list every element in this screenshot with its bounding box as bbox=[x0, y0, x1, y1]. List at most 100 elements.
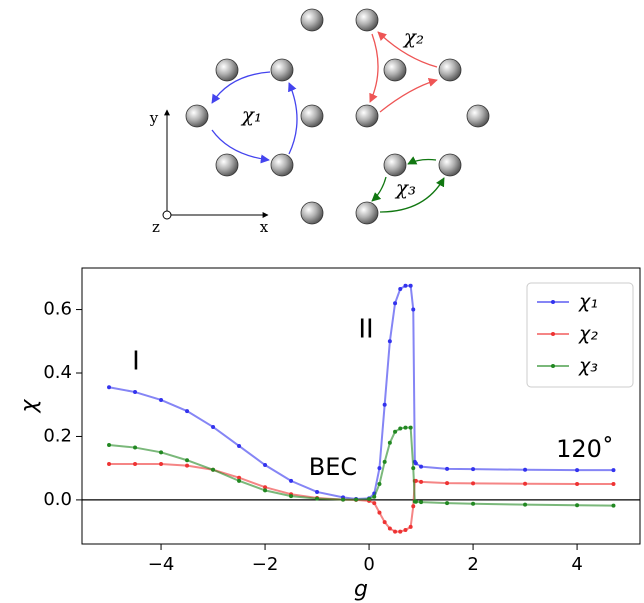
arrow bbox=[288, 82, 298, 155]
data-point bbox=[382, 402, 387, 407]
site bbox=[466, 104, 490, 128]
series-line bbox=[108, 426, 614, 507]
site bbox=[438, 58, 462, 82]
y-tick-label: 0.2 bbox=[43, 425, 72, 446]
data-point bbox=[237, 443, 242, 448]
data-point bbox=[372, 501, 377, 506]
site bbox=[270, 58, 294, 82]
legend-label: χ₁ bbox=[578, 291, 598, 313]
arrow bbox=[379, 177, 445, 213]
site bbox=[270, 153, 294, 177]
annotation: II bbox=[358, 315, 373, 345]
x-tick-label: 2 bbox=[467, 554, 478, 575]
site bbox=[300, 8, 324, 32]
legend-marker bbox=[551, 364, 555, 368]
legend-label: χ₃ bbox=[578, 355, 598, 377]
data-point bbox=[393, 301, 398, 306]
data-point bbox=[413, 461, 418, 466]
site bbox=[438, 153, 462, 177]
data-point bbox=[445, 481, 450, 486]
y-tick-label: 0.6 bbox=[43, 299, 72, 320]
data-point bbox=[315, 496, 320, 501]
data-point bbox=[159, 450, 164, 455]
data-point bbox=[237, 475, 242, 480]
data-point bbox=[523, 467, 528, 472]
data-point bbox=[471, 467, 476, 472]
data-point bbox=[419, 479, 424, 484]
data-point bbox=[341, 497, 346, 502]
data-point bbox=[107, 385, 112, 390]
data-point bbox=[263, 485, 268, 490]
data-point bbox=[159, 462, 164, 467]
data-point bbox=[403, 283, 408, 288]
chi-label: χ₃ bbox=[394, 176, 416, 200]
data-point bbox=[211, 424, 216, 429]
y-tick-label: 0.0 bbox=[43, 489, 72, 510]
data-point bbox=[185, 409, 190, 414]
chi-label: χ₁ bbox=[240, 103, 262, 127]
data-point bbox=[387, 440, 392, 445]
data-point bbox=[575, 468, 580, 473]
data-point bbox=[411, 307, 416, 312]
data-point bbox=[403, 528, 408, 533]
axis-label: x bbox=[260, 218, 269, 236]
site bbox=[300, 104, 324, 128]
data-point bbox=[398, 286, 403, 291]
annotation: BEC bbox=[309, 453, 357, 481]
data-point bbox=[185, 463, 190, 468]
data-point bbox=[387, 339, 392, 344]
data-point bbox=[354, 497, 359, 502]
annotation: 120˚ bbox=[556, 435, 614, 463]
y-axis-label: χ bbox=[17, 399, 42, 414]
data-point bbox=[445, 501, 450, 506]
data-point bbox=[393, 529, 398, 534]
data-point bbox=[315, 489, 320, 494]
data-point bbox=[411, 504, 416, 509]
site bbox=[300, 201, 324, 225]
data-point bbox=[611, 482, 616, 487]
data-point bbox=[367, 496, 372, 501]
lattice-diagram: x y z χ₁ χ₂ χ₃ bbox=[149, 8, 490, 236]
y-tick-label: 0.4 bbox=[43, 362, 72, 383]
data-point bbox=[159, 397, 164, 402]
data-point bbox=[408, 283, 413, 288]
data-point bbox=[523, 502, 528, 507]
data-point bbox=[107, 462, 112, 467]
x-tick-label: 4 bbox=[571, 554, 582, 575]
data-point bbox=[377, 466, 382, 471]
site bbox=[215, 153, 239, 177]
data-point bbox=[403, 425, 408, 430]
data-point bbox=[471, 481, 476, 486]
sites bbox=[185, 8, 490, 225]
data-point bbox=[471, 501, 476, 506]
legend-box bbox=[526, 282, 634, 388]
data-point bbox=[393, 429, 398, 434]
data-point bbox=[419, 464, 424, 469]
arrow bbox=[379, 77, 438, 113]
data-point bbox=[382, 520, 387, 525]
data-point bbox=[575, 482, 580, 487]
x-axis-label: g bbox=[354, 577, 368, 602]
data-point bbox=[408, 524, 413, 529]
data-point bbox=[107, 443, 112, 448]
data-point bbox=[211, 467, 216, 472]
data-point bbox=[411, 466, 416, 471]
arrow bbox=[407, 156, 437, 165]
axis-label: z bbox=[152, 218, 160, 236]
axis-label: y bbox=[149, 109, 159, 127]
arrow bbox=[371, 176, 387, 202]
data-point bbox=[382, 459, 387, 464]
x-tick-label: −4 bbox=[148, 554, 175, 575]
data-point bbox=[133, 462, 138, 467]
data-point bbox=[419, 500, 424, 505]
data-point bbox=[133, 390, 138, 395]
chi-label: χ₂ bbox=[402, 25, 424, 49]
annotation: I bbox=[132, 347, 140, 377]
site bbox=[383, 153, 407, 177]
site bbox=[355, 8, 379, 32]
data-point bbox=[377, 510, 382, 515]
x-tick-label: −2 bbox=[252, 554, 279, 575]
plot-frame bbox=[81, 267, 641, 545]
data-point bbox=[611, 503, 616, 508]
